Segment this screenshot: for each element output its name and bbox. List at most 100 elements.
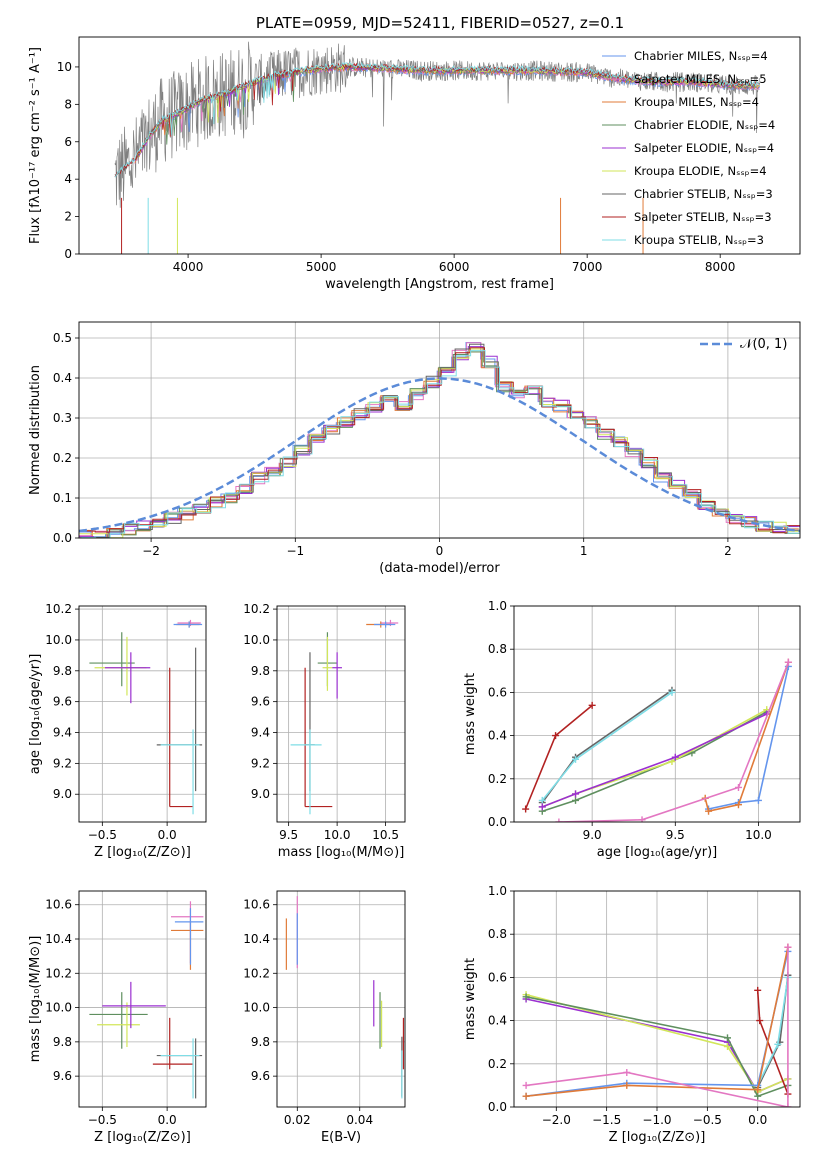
y-tick-label: 1.0 xyxy=(488,599,507,613)
panel-massweight_vs_Z: −2.0 −1.5 −1.0 −0.5 0.0 0.0 0.2 0.4 0.6 0.8 1.0 Z [… xyxy=(463,884,801,1145)
series-marker xyxy=(588,701,596,709)
legend-entry: Salpeter STELIB, Nₛₛₚ=3 xyxy=(634,210,772,224)
x-tick-label: 0.02 xyxy=(284,1113,311,1127)
y-tick-label: 4 xyxy=(64,172,72,186)
y-tick-label: 10 xyxy=(57,60,72,74)
legend-entry: Chabrier ELODIE, Nₛₛₚ=4 xyxy=(634,118,775,132)
plot-area xyxy=(89,619,203,815)
y-tick-label: 0.1 xyxy=(53,491,72,505)
y-tick-label: 10.0 xyxy=(243,633,270,647)
series-line xyxy=(525,947,789,1107)
series-line xyxy=(525,996,789,1098)
y-axis-label: mass weight xyxy=(463,673,478,755)
y-axis-label: age [log₁₀(age/yr)] xyxy=(28,654,43,775)
y-tick-label: 9.6 xyxy=(251,1069,270,1083)
axes-frame xyxy=(78,605,207,823)
y-tick-label: 8 xyxy=(64,97,72,111)
y-axis-label: mass [log₁₀(M/M⊙)] xyxy=(28,936,43,1063)
x-tick-label: 9.0 xyxy=(583,828,602,842)
y-tick-label: 0.4 xyxy=(488,729,507,743)
x-tick-label: −2.0 xyxy=(542,1113,571,1127)
plot-area xyxy=(290,619,399,815)
histogram-kroupa-elodie xyxy=(79,348,800,538)
series-marker xyxy=(522,1081,530,1089)
series-line xyxy=(541,689,673,804)
series-marker xyxy=(623,1081,631,1089)
plot-area xyxy=(285,896,405,1099)
x-tick-label: −0.5 xyxy=(88,1113,117,1127)
x-tick-label: 10.5 xyxy=(372,828,399,842)
legend-entry: Chabrier MILES, Nₛₛₚ=4 xyxy=(634,49,768,63)
y-tick-label: 10.2 xyxy=(45,966,72,980)
legend-entry: Kroupa ELODIE, Nₛₛₚ=4 xyxy=(634,164,767,178)
series-marker xyxy=(784,658,792,666)
plot-area xyxy=(522,658,792,822)
x-axis-label: (data-model)/error xyxy=(379,561,500,576)
plot-area xyxy=(522,943,792,1107)
series-line xyxy=(708,666,790,810)
x-tick-label: −1 xyxy=(286,544,304,558)
x-tick-label: 0.0 xyxy=(158,1113,177,1127)
histogram-salpeter-stelib xyxy=(80,347,800,534)
y-tick-label: 0.0 xyxy=(488,815,507,829)
series-marker xyxy=(723,1034,731,1042)
x-axis-label: mass [log₁₀(M/M⊙)] xyxy=(278,845,405,860)
x-tick-label: −2 xyxy=(142,544,160,558)
series-marker xyxy=(552,732,560,740)
series-line xyxy=(704,661,790,813)
y-tick-label: 10.0 xyxy=(45,1001,72,1015)
histogram-salpeter-elodie xyxy=(79,346,800,538)
series-marker xyxy=(538,796,546,804)
series-marker xyxy=(754,1092,762,1100)
series-line xyxy=(525,993,789,1093)
series-marker xyxy=(522,1092,530,1100)
x-axis-label: Z [log₁₀(Z/Z⊙)] xyxy=(609,1130,706,1145)
y-tick-label: 0.6 xyxy=(488,685,507,699)
series-marker xyxy=(734,801,742,809)
x-tick-label: 6000 xyxy=(439,260,470,274)
series-marker xyxy=(555,818,563,822)
series-line xyxy=(542,713,768,808)
y-tick-label: 9.8 xyxy=(53,1035,72,1049)
series-marker xyxy=(754,796,762,804)
y-axis-label: Normed distribution xyxy=(28,365,43,495)
series-marker xyxy=(784,943,792,951)
y-tick-label: 10.4 xyxy=(243,932,270,946)
x-tick-label: 0 xyxy=(436,544,444,558)
y-tick-label: 9.6 xyxy=(251,695,270,709)
series-marker xyxy=(756,1017,764,1025)
y-tick-label: 9.0 xyxy=(251,787,270,801)
x-axis-label: wavelength [Angstrom, rest frame] xyxy=(325,277,554,292)
series-marker xyxy=(671,753,679,761)
y-tick-label: 0.4 xyxy=(53,371,72,385)
x-tick-label: 0.04 xyxy=(346,1113,373,1127)
y-tick-label: 0.8 xyxy=(488,927,507,941)
x-tick-label: −0.5 xyxy=(88,828,117,842)
y-tick-label: 10.6 xyxy=(243,898,270,912)
series-marker xyxy=(572,755,580,763)
y-tick-label: 9.2 xyxy=(53,756,72,770)
series-marker xyxy=(522,993,530,1001)
series-marker xyxy=(734,783,742,791)
x-tick-label: −1.5 xyxy=(592,1113,621,1127)
normal-curve xyxy=(79,377,800,533)
axes-frame xyxy=(78,890,207,1108)
series-marker xyxy=(538,803,546,811)
series-marker xyxy=(705,807,713,815)
y-tick-label: 0.2 xyxy=(488,772,507,786)
x-axis-label: Z [log₁₀(Z/Z⊙)] xyxy=(94,1130,191,1145)
axes-frame xyxy=(78,36,801,255)
panel-massweight_vs_age: 9.0 9.5 10.0 0.0 0.2 0.4 0.6 0.8 1.0 age [log₁₀(a… xyxy=(463,599,801,860)
y-tick-label: 10.0 xyxy=(45,633,72,647)
series-marker xyxy=(572,790,580,798)
y-tick-label: 0.3 xyxy=(53,411,72,425)
y-tick-label: 9.4 xyxy=(251,726,270,740)
y-tick-label: 0.2 xyxy=(488,1057,507,1071)
x-tick-label: 0.0 xyxy=(158,828,177,842)
y-tick-label: 9.8 xyxy=(53,664,72,678)
series-marker xyxy=(638,816,646,822)
axes-frame xyxy=(276,890,406,1108)
y-tick-label: 9.2 xyxy=(251,756,270,770)
y-tick-label: 2 xyxy=(64,210,72,224)
x-axis-label: Z [log₁₀(Z/Z⊙)] xyxy=(94,845,191,860)
